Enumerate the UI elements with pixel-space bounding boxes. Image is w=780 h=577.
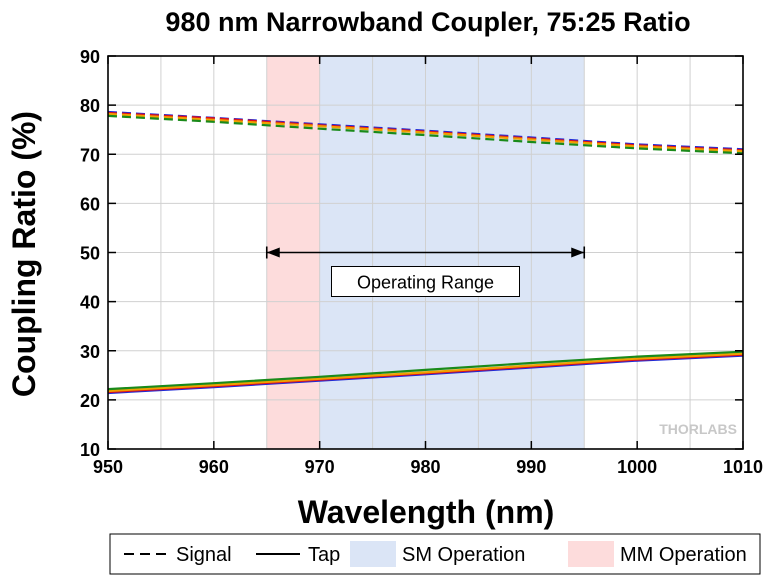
watermark-logo: THORLABS [659,421,737,437]
y-tick-label: 80 [80,96,100,116]
chart-title: 980 nm Narrowband Coupler, 75:25 Ratio [165,7,690,37]
legend-label-signal: Signal [176,544,232,566]
y-tick-label: 30 [80,342,100,362]
y-tick-label: 90 [80,47,100,67]
x-tick-label: 990 [516,457,546,477]
y-tick-label: 20 [80,391,100,411]
arrowhead-left [266,247,280,258]
operating-range-label-box [331,266,520,297]
y-axis-title: Coupling Ratio (%) [6,111,42,397]
legend-swatch-sm-operation [350,541,396,567]
legend-label-tap: Tap [308,544,340,566]
x-tick-label: 950 [93,457,123,477]
x-tick-label: 1010 [723,457,763,477]
x-tick-label: 960 [199,457,229,477]
series-line-tap [107,350,744,391]
series-line-signal [107,111,744,152]
x-tick-label: 980 [410,457,440,477]
legend-label-sm-operation: SM Operation [402,544,525,566]
legend-swatch-mm-operation [568,541,614,567]
x-axis-title: Wavelength (nm) [298,494,555,530]
legend-box [109,533,761,575]
series-line-signal [107,114,744,155]
arrowhead-right [571,247,585,258]
x-tick-label: 970 [305,457,335,477]
y-tick-label: 50 [80,244,100,264]
series-line-tap [107,352,744,393]
operating-range-label: Operating Range [357,273,494,293]
series-line-signal [107,112,744,153]
y-tick-label: 60 [80,194,100,214]
plot-area: THORLABS Operating Range 950 960 970 980 990 10… [80,47,763,477]
x-tick-label: 1000 [617,457,657,477]
legend: Signal Tap SM Operation MM Operation [109,533,761,575]
y-tick-label: 10 [80,440,100,460]
legend-label-mm-operation: MM Operation [620,544,747,566]
y-tick-label: 40 [80,293,100,313]
y-tick-label: 70 [80,145,100,165]
